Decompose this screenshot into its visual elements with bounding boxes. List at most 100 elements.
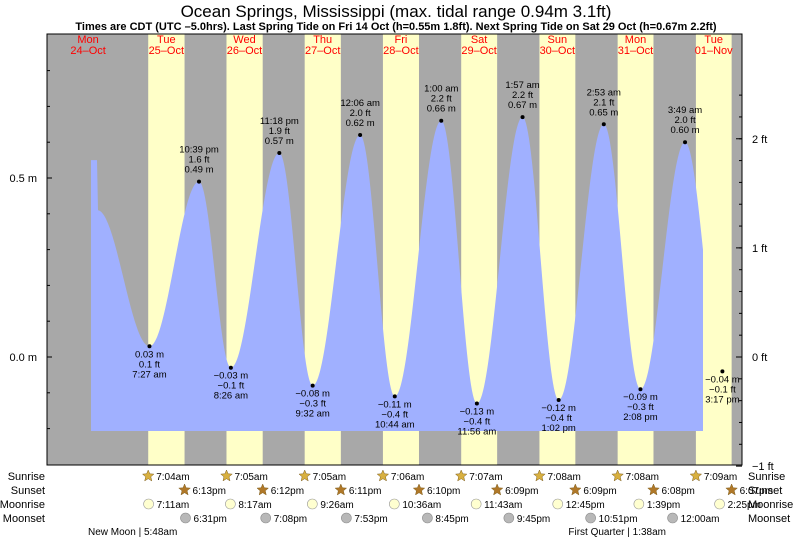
tide-label-line: −0.03 m	[214, 371, 249, 382]
star-icon	[454, 469, 468, 482]
high-tide-label: 1:00 am2.2 ft0.66 m	[424, 84, 459, 123]
tide-label-line: −0.08 m	[295, 389, 330, 400]
sunrise-event: 7:08am	[611, 469, 659, 483]
left-axis-label: 0.0 m	[9, 352, 37, 364]
high-tide-label: 10:39 pm1.6 ft0.49 m	[179, 145, 219, 184]
moonset-time: 7:08pm	[274, 514, 307, 525]
moonset-time: 10:51pm	[599, 514, 638, 525]
day-date: 29–Oct	[461, 45, 496, 57]
sunset-event: 6:10pm	[412, 483, 460, 497]
row-label-right: Moonset	[748, 513, 790, 525]
moonset-icon	[667, 512, 678, 524]
day-name: Mon	[625, 34, 646, 46]
moonset-event: 12:00am	[667, 512, 720, 525]
star-icon	[725, 483, 738, 496]
tide-point	[683, 140, 688, 145]
low-tide-label: 0.03 m0.1 ft7:27 am	[132, 344, 167, 380]
sunset-time: 6:12pm	[271, 486, 304, 497]
sunset-event: 6:09pm	[490, 483, 538, 497]
moonrise-time: 2:25pm	[728, 500, 761, 511]
sunrise-event: 7:07am	[454, 469, 503, 483]
moonrise-event: 8:17am	[225, 498, 272, 511]
row-label-left: Moonset	[3, 513, 45, 525]
high-tide-label: 12:06 am2.0 ft0.62 m	[340, 98, 380, 138]
tide-label-line: 1.6 ft	[188, 155, 209, 166]
sunrise-time: 7:05am	[234, 472, 267, 483]
sunset-event: 6:11pm	[334, 483, 381, 497]
tide-point	[720, 369, 725, 374]
moonset-time: 6:31pm	[194, 514, 227, 525]
sunrise-event: 7:09am	[689, 469, 737, 483]
tide-label-line: 0.65 m	[589, 107, 618, 118]
star-icon	[178, 483, 191, 496]
tide-label-line: −0.12 m	[541, 403, 576, 414]
row-label-right: Sunrise	[748, 471, 785, 483]
moonrise-icon	[225, 498, 236, 510]
tide-label-line: 0.03 m	[135, 349, 164, 360]
star-icon	[490, 483, 504, 496]
high-tide-label: 2:53 am2.1 ft0.65 m	[587, 87, 621, 127]
moonset-icon	[422, 512, 433, 524]
sunrise-event: 7:05am	[220, 469, 268, 483]
star-icon	[533, 469, 546, 482]
sunrise-event: 7:08am	[533, 469, 581, 483]
tide-point	[474, 401, 479, 406]
sunset-event: 6:07pm	[725, 483, 773, 497]
moonrise-icon	[143, 498, 154, 510]
moonrise-event: 1:39pm	[633, 498, 680, 511]
tide-point	[638, 387, 643, 392]
tide-label-line: 2.1 ft	[593, 97, 614, 108]
sunrise-time: 7:08am	[547, 472, 580, 483]
tide-label-line: 10:39 pm	[179, 145, 219, 156]
day-date: 31–Oct	[618, 45, 653, 57]
row-label-left: Moonrise	[0, 499, 45, 511]
day-name: Tue	[157, 34, 176, 46]
moonset-time: 8:45pm	[435, 514, 468, 525]
low-tide-label: −0.12 m−0.4 ft1:02 pm	[541, 397, 576, 434]
tide-labels: 0.03 m0.1 ft7:27 am 10:39 pm1.6 ft0.49 m −…	[132, 80, 739, 437]
star-icon	[689, 469, 703, 482]
moonrise-icon	[633, 498, 645, 510]
right-axis-label: 1 ft	[752, 243, 767, 255]
low-tide-label: −0.08 m−0.3 ft9:32 am	[295, 383, 330, 420]
day-name: Wed	[233, 34, 255, 46]
moonset-time: 7:53pm	[354, 514, 387, 525]
moonrise-time: 8:17am	[238, 500, 271, 511]
tide-point	[228, 365, 233, 370]
day-name: Sun	[548, 34, 568, 46]
moonrise-time: 9:26am	[320, 500, 353, 511]
star-icon	[141, 469, 155, 482]
tide-point	[556, 397, 561, 402]
moon-phase-note: First Quarter | 1:38am	[568, 527, 666, 538]
moonset-event: 10:51pm	[585, 512, 638, 525]
tide-label-line: 7:27 am	[132, 369, 166, 380]
tide-label-line: −0.11 m	[378, 399, 412, 410]
moonrise-icon	[552, 498, 564, 510]
row-label-left: Sunrise	[8, 471, 45, 483]
high-tide-label: 1:57 am2.2 ft0.67 m	[505, 80, 540, 120]
day-date: 25–Oct	[149, 45, 184, 57]
tide-point	[439, 118, 444, 123]
sunrise-time: 7:06am	[391, 472, 424, 483]
low-tide-label: −0.03 m−0.1 ft8:26 am	[214, 365, 249, 402]
moonrise-event: 9:26am	[307, 498, 354, 511]
tide-point	[310, 383, 315, 388]
day-date: 30–Oct	[540, 45, 575, 57]
tide-label-line: 2.0 ft	[350, 108, 371, 119]
moonset-icon	[503, 512, 515, 524]
right-axis-label: 2 ft	[752, 134, 767, 146]
moonset-icon	[260, 512, 272, 524]
tide-label-line: −0.4 ft	[464, 417, 491, 428]
moonrise-event: 11:43am	[470, 498, 522, 511]
moonset-time: 12:00am	[681, 514, 720, 525]
row-label-left: Sunset	[11, 485, 45, 497]
tide-label-line: 1.9 ft	[269, 126, 290, 137]
low-tide-label: −0.04 m−0.1 ft3:17 pm	[705, 369, 740, 405]
tide-curve-layer	[91, 117, 703, 431]
